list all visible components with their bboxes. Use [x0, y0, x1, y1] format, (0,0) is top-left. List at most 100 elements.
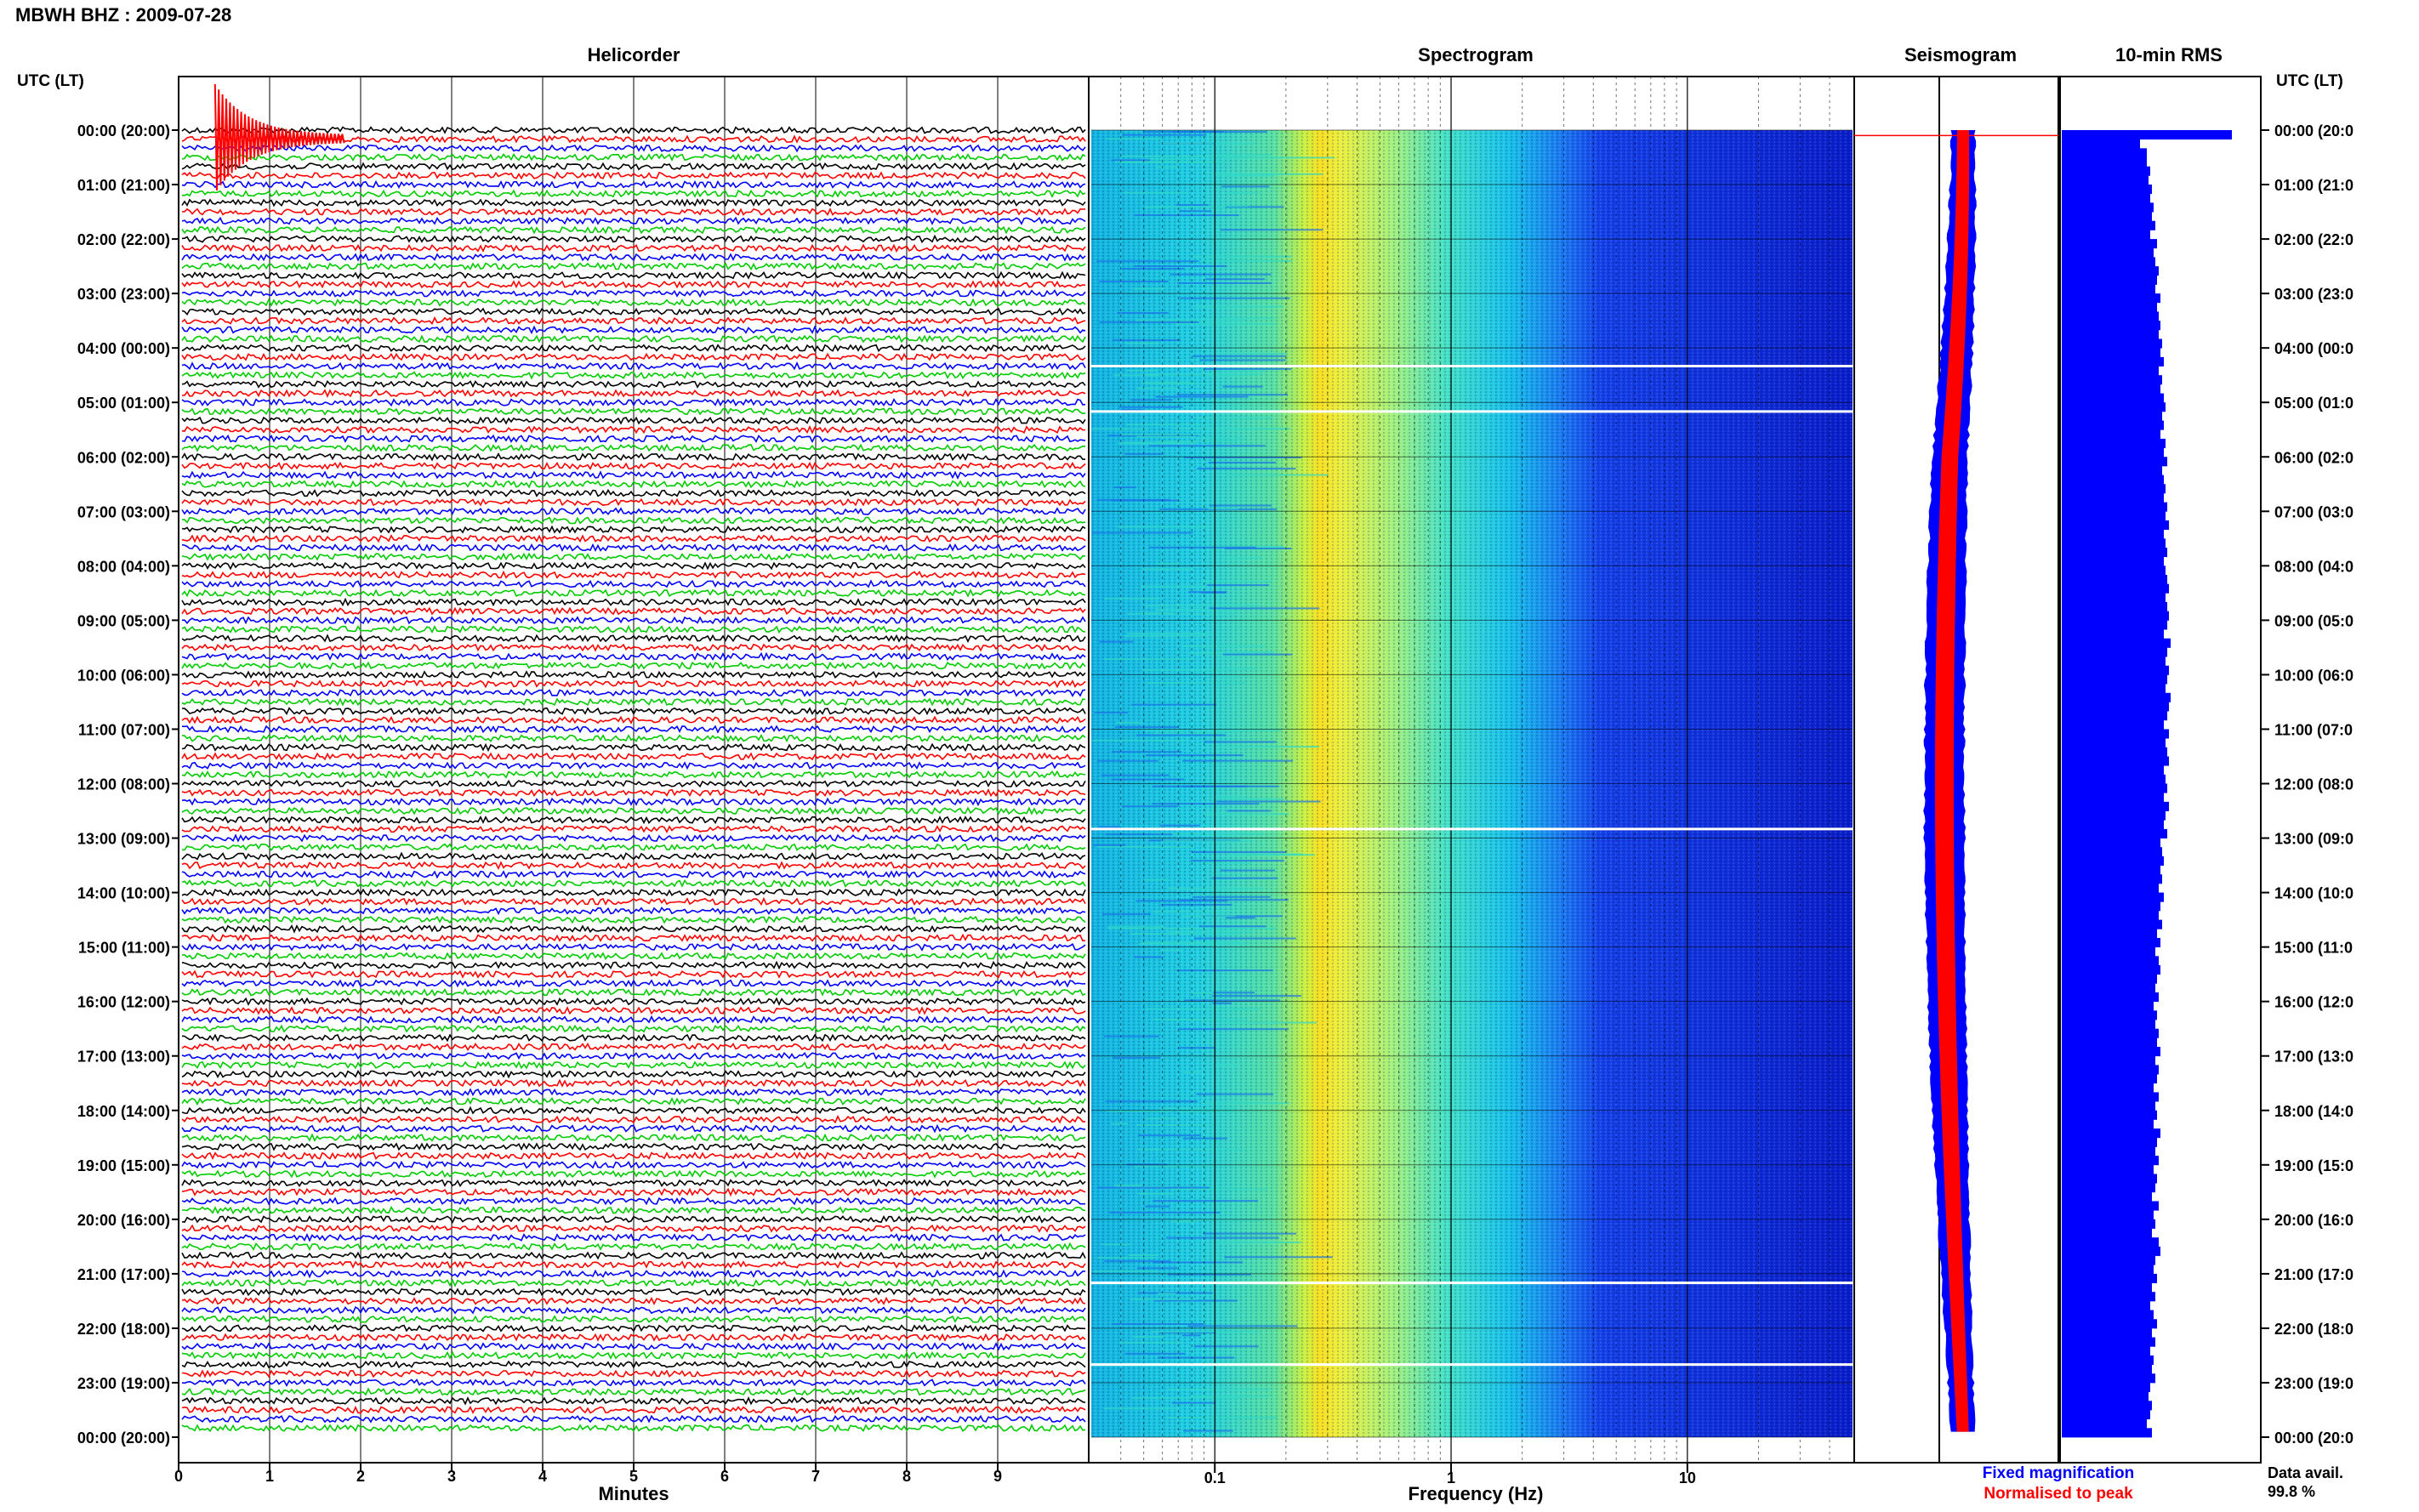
helicorder-trace: [181, 1006, 1086, 1015]
spectrogram-streak: [1142, 941, 1243, 944]
spectrogram-streak: [1138, 942, 1247, 945]
helicorder-trace: [181, 325, 1086, 335]
rms-bar: [2062, 774, 2166, 784]
spectrogram-streak: [1142, 612, 1172, 615]
helicorder-trace: [181, 361, 1086, 371]
time-label-left: 00:00 (20:00): [77, 122, 170, 139]
helicorder-trace: [181, 280, 1086, 289]
helicorder-trace: [181, 461, 1086, 471]
rms-bar: [2062, 929, 2157, 939]
rms-bar: [2062, 1020, 2155, 1030]
helicorder-trace: [181, 824, 1086, 834]
helicorder-tick-label: 3: [447, 1468, 456, 1485]
helicorder-tick-label: 0: [174, 1468, 183, 1485]
rms-bar: [2062, 1337, 2155, 1347]
spectrogram-streak: [1171, 1401, 1216, 1404]
spectrogram-streak: [1143, 669, 1231, 672]
rms-bar: [2062, 910, 2159, 921]
data-avail-value: 99.8 %: [2268, 1483, 2315, 1500]
spectrogram-streak: [1099, 321, 1199, 323]
helicorder-trace: [181, 1043, 1086, 1052]
rms-bar: [2062, 865, 2160, 875]
rms-bar: [2062, 647, 2167, 657]
rms-bar: [2062, 838, 2160, 848]
spectrogram-streak: [1136, 900, 1228, 902]
time-label-left: 11:00 (07:00): [78, 721, 170, 738]
rms-bar: [2062, 247, 2154, 258]
helicorder-trace: [181, 289, 1086, 298]
helicorder-trace: [181, 470, 1086, 480]
rms-bar: [2062, 293, 2160, 304]
spectrogram-streak: [1145, 730, 1186, 732]
helicorder-trace: [181, 688, 1086, 697]
rms-bar: [2062, 665, 2169, 675]
spectrogram-streak: [1177, 281, 1272, 284]
spectrogram-streak: [1126, 423, 1213, 426]
rms-bar: [2062, 1364, 2152, 1374]
rms-bar: [2062, 257, 2155, 267]
time-label-right: 14:00 (10:0: [2274, 885, 2354, 902]
spectrogram-streak: [1137, 387, 1179, 389]
rms-bar: [2062, 919, 2162, 929]
time-label-right: 01:00 (21:0: [2274, 177, 2354, 194]
spectrogram-streak: [1217, 1241, 1301, 1243]
spectrogram-streak: [1211, 877, 1278, 879]
spectrogram-streak: [1135, 214, 1239, 217]
rms-bar: [2062, 765, 2164, 776]
spectrogram-streak: [1105, 833, 1173, 836]
spectrogram-streak: [1169, 930, 1253, 933]
spectrogram-streak: [1147, 682, 1247, 685]
helicorder-tick-label: 7: [811, 1468, 820, 1485]
rms-bar: [2062, 511, 2166, 521]
seismogram-title: Seismogram: [1904, 44, 2017, 65]
spectrogram-streak: [1224, 156, 1335, 159]
helicorder-trace: [181, 389, 1086, 399]
rms-bar: [2062, 719, 2164, 730]
rms-bar: [2062, 457, 2167, 467]
helicorder-trace: [181, 1315, 1086, 1323]
rms-bar: [2062, 1373, 2155, 1384]
spectrogram-streak: [1111, 1123, 1129, 1125]
spectrogram-streak: [1191, 1395, 1270, 1397]
spectrogram-streak: [1097, 1257, 1155, 1259]
helicorder-trace: [181, 651, 1086, 662]
spectrogram-streak: [1134, 956, 1164, 958]
rms-bar: [2062, 575, 2167, 585]
spectrogram-streak: [1158, 1107, 1236, 1110]
rms-bar: [2062, 438, 2166, 448]
time-label-left: 13:00 (09:00): [77, 831, 170, 848]
spectrogram-streak: [1183, 1430, 1233, 1432]
spectrogram-streak: [1207, 584, 1270, 587]
helicorder-trace: [181, 843, 1086, 852]
rms-bar: [2062, 484, 2166, 494]
spectrogram-streak: [1192, 355, 1287, 357]
spectrogram-streak: [1203, 1232, 1297, 1235]
spectrogram-streak: [1136, 435, 1196, 438]
spectrogram-streak: [1114, 486, 1136, 489]
helicorder-trace: [181, 1169, 1085, 1179]
rms-bar: [2062, 130, 2232, 140]
helicorder-trace: [181, 497, 1086, 507]
helicorder-trace: [181, 851, 1086, 861]
spectrogram-tick-label: 1: [1447, 1469, 1455, 1486]
spectrogram-streak: [1113, 374, 1159, 377]
rms-bar: [2062, 1010, 2157, 1020]
spectrogram-streak: [1124, 635, 1208, 638]
helicorder-event-trace: [213, 83, 345, 190]
helicorder-trace: [181, 742, 1086, 753]
helicorder-trace: [181, 243, 1086, 253]
rms-bar: [2062, 874, 2162, 884]
helicorder-trace: [181, 379, 1086, 389]
spectrogram-streak: [1222, 385, 1263, 388]
helicorder-trace: [181, 334, 1086, 344]
time-label-right: 07:00 (03:0: [2274, 503, 2354, 520]
rms-bar: [2062, 475, 2164, 485]
rms-bar: [2062, 275, 2157, 285]
helicorder-trace: [181, 661, 1086, 670]
time-label-right: 19:00 (15:0: [2274, 1157, 2354, 1174]
rms-bar: [2062, 810, 2166, 821]
helicorder-trace: [181, 1106, 1086, 1115]
rms-bar: [2062, 892, 2164, 902]
spectrogram-streak: [1144, 130, 1224, 133]
spectrogram-streak: [1133, 287, 1164, 290]
